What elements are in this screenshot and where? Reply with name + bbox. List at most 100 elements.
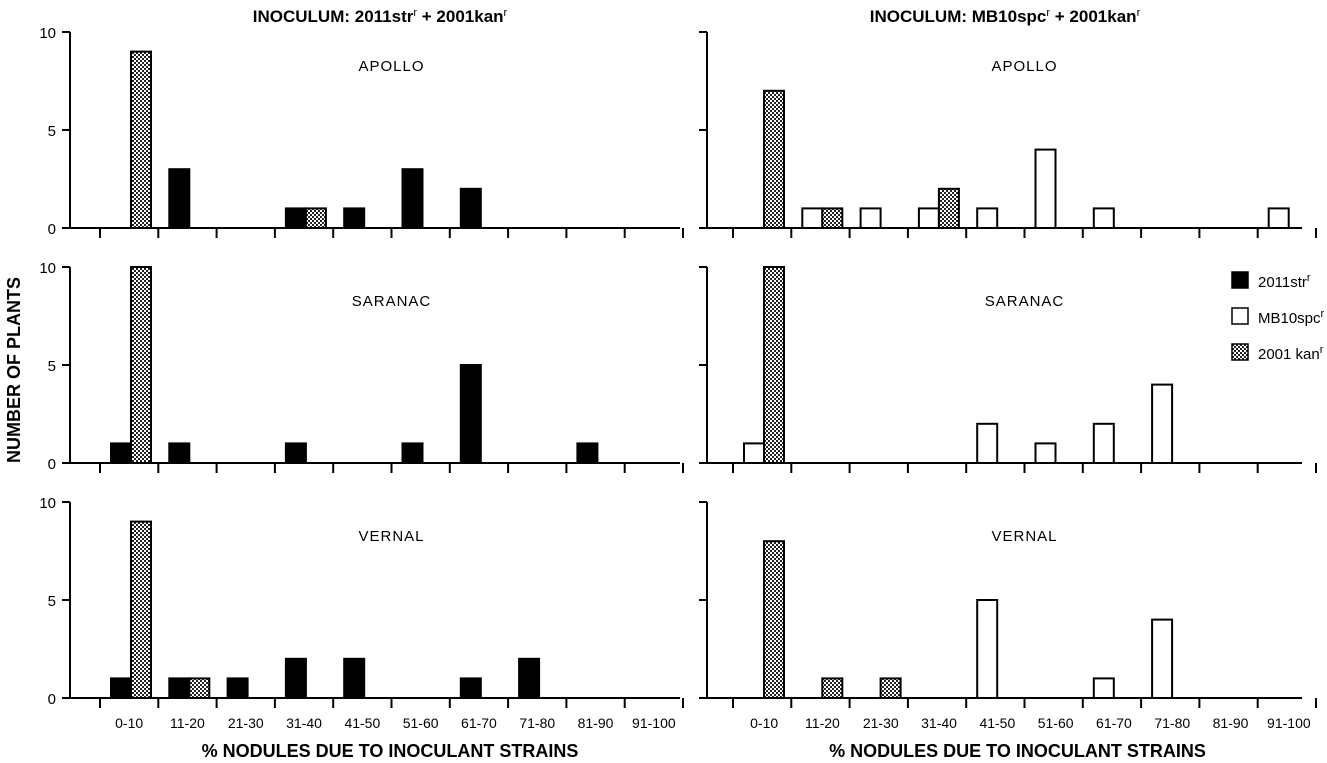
bar-2011str-31-40 — [284, 207, 307, 229]
legend-label-2001kan: 2001 kan — [1258, 346, 1320, 363]
bar-mb10spc-61-70 — [1092, 207, 1115, 229]
bar-2001kan-11-20 — [821, 207, 844, 229]
bar-mb10spc-61-70 — [1092, 677, 1115, 700]
panels: 0 5 10 APOLLO 0 5 10 SARANAC 0 5 10 0-10 11-20 21-30 3… — [39, 25, 1317, 761]
x-tick-label: 91-100 — [1267, 715, 1311, 731]
bar-2001kan-31-40 — [937, 187, 960, 230]
legend-item-mb10spc: MB10spcr — [1231, 307, 1325, 327]
bar-mb10spc-41-50 — [976, 207, 999, 229]
bar-2001kan-11-20 — [188, 677, 211, 700]
x-tick-label: 91-100 — [632, 715, 676, 731]
bar-mb10spc-61-70 — [1092, 422, 1115, 464]
bar-2011str-51-60 — [401, 168, 424, 229]
legend: 2011strr MB10spcr 2001 kanr — [1231, 271, 1325, 363]
bar-2001kan-11-20 — [821, 677, 844, 700]
panel-cultivar-label: SARANAC — [352, 293, 432, 310]
x-tick-label: 71-80 — [519, 715, 555, 731]
legend-item-2011str: 2011strr — [1231, 271, 1311, 291]
x-tick-label: 21-30 — [228, 715, 264, 731]
x-tick-label: 51-60 — [1038, 715, 1074, 731]
y-axis-title: NUMBER OF PLANTS — [4, 277, 24, 463]
x-tick-label: 61-70 — [1096, 715, 1132, 731]
bar-2001kan-0-10 — [763, 266, 785, 464]
panel-left-saranac: 0 5 10 SARANAC — [39, 260, 684, 473]
x-tick-label: 0-10 — [115, 715, 143, 731]
panel-left-apollo: 0 5 10 APOLLO — [39, 25, 684, 238]
left-title: INOCULUM: 2011strr + 2001kanr — [253, 7, 508, 26]
bar-mb10spc-51-60 — [1034, 442, 1057, 464]
bar-2011str-11-20 — [168, 677, 191, 700]
bar-mb10spc-0-10 — [743, 442, 765, 464]
panel-right-vernal: 0-10 11-20 21-30 31-40 41-50 51-60 61-70 71-80 8… — [699, 501, 1317, 761]
bar-mb10spc-41-50 — [976, 599, 999, 699]
panel-cultivar-label: APOLLO — [991, 58, 1057, 75]
bar-mb10spc-71-80 — [1151, 383, 1174, 465]
bar-mb10spc-91-100 — [1267, 207, 1290, 229]
panel-cultivar-label: VERNAL — [991, 528, 1057, 545]
bar-2011str-41-50 — [343, 207, 366, 229]
x-tick-label: 41-50 — [979, 715, 1015, 731]
legend-swatch-open — [1231, 307, 1249, 325]
legend-swatch-checker — [1231, 343, 1249, 361]
x-tick-label: 11-20 — [805, 715, 840, 731]
bar-mb10spc-71-80 — [1151, 618, 1174, 699]
bar-2011str-31-40 — [284, 657, 307, 699]
bar-2011str-31-40 — [284, 442, 307, 464]
x-tick-label: 61-70 — [461, 715, 497, 731]
bar-mb10spc-11-20 — [801, 207, 824, 229]
y-tick-label: 10 — [39, 25, 56, 42]
bar-2011str-51-60 — [401, 442, 424, 464]
x-tick-label: 0-10 — [750, 715, 778, 731]
bar-mb10spc-31-40 — [917, 207, 940, 229]
x-tick-label: 11-20 — [170, 715, 205, 731]
x-tick-label: 71-80 — [1154, 715, 1190, 731]
y-tick-label: 0 — [48, 691, 56, 708]
svg-text:MB10spcr: MB10spcr — [1258, 308, 1325, 327]
legend-label-2011str: 2011str — [1258, 274, 1307, 291]
bar-2011str-11-20 — [168, 168, 191, 229]
legend-item-2001kan: 2001 kanr — [1231, 343, 1324, 363]
y-tick-label: 5 — [48, 123, 56, 140]
panel-right-saranac: SARANAC — [699, 266, 1317, 473]
svg-text:2001 kanr: 2001 kanr — [1258, 344, 1324, 363]
y-tick-label: 5 — [48, 358, 56, 375]
bar-2011str-61-70 — [459, 187, 482, 230]
svg-text:2011strr: 2011strr — [1258, 272, 1311, 291]
bar-2001kan-0-10 — [763, 89, 785, 229]
bar-2001kan-0-10 — [130, 266, 152, 464]
panel-left-vernal: 0 5 10 0-10 11-20 21-30 31-40 41-50 51-60 61-70 71… — [39, 495, 684, 761]
bar-2011str-61-70 — [459, 677, 482, 700]
bar-2011str-71-80 — [518, 657, 541, 699]
panel-cultivar-label: APOLLO — [358, 58, 424, 75]
legend-label-mb10spc: MB10spc — [1258, 310, 1321, 327]
x-tick-label: 81-90 — [1213, 715, 1249, 731]
panel-cultivar-label: VERNAL — [358, 528, 424, 545]
y-tick-label: 10 — [39, 495, 56, 512]
x-tick-label: 41-50 — [344, 715, 380, 731]
bar-2011str-21-30 — [226, 677, 249, 700]
bar-2011str-41-50 — [343, 657, 366, 699]
bar-2001kan-31-40 — [304, 207, 327, 229]
x-tick-label: 51-60 — [403, 715, 439, 731]
y-tick-label: 0 — [48, 221, 56, 238]
bar-2011str-61-70 — [459, 364, 482, 464]
y-tick-label: 5 — [48, 593, 56, 610]
bar-2001kan-0-10 — [130, 50, 152, 229]
bar-mb10spc-51-60 — [1034, 148, 1057, 230]
bar-2001kan-21-30 — [879, 677, 902, 700]
y-tick-label: 10 — [39, 260, 56, 277]
bar-2001kan-0-10 — [763, 540, 785, 700]
x-axis-title: % NODULES DUE TO INOCULANT STRAINS — [829, 741, 1206, 761]
x-tick-label: 31-40 — [286, 715, 322, 731]
x-tick-label: 81-90 — [578, 715, 614, 731]
x-tick-label: 21-30 — [863, 715, 899, 731]
bar-2011str-81-90 — [576, 442, 599, 464]
x-axis-title: % NODULES DUE TO INOCULANT STRAINS — [202, 741, 579, 761]
bar-mb10spc-41-50 — [976, 422, 999, 464]
bar-2011str-0-10 — [110, 442, 132, 464]
bar-2001kan-0-10 — [130, 520, 152, 699]
legend-swatch-solid — [1231, 271, 1249, 289]
bar-2011str-11-20 — [168, 442, 191, 464]
bar-2011str-0-10 — [110, 677, 132, 700]
